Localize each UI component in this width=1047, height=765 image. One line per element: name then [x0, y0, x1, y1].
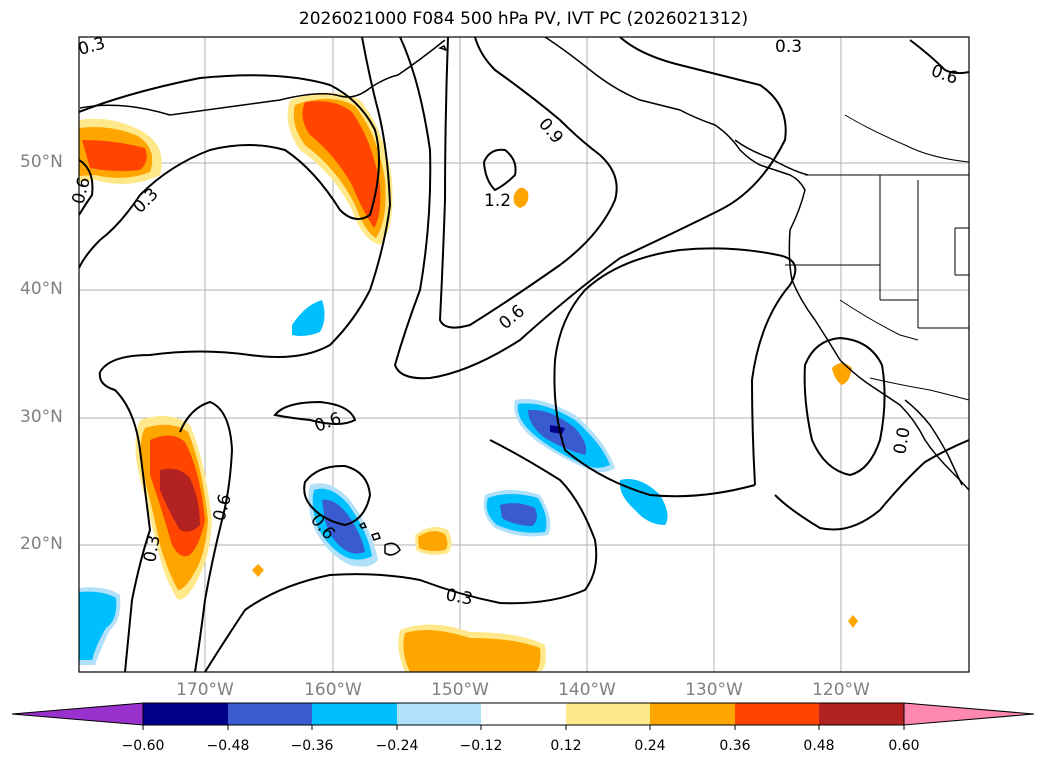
pv-contours [79, 37, 969, 672]
lon-label-140w: 140°W [558, 680, 616, 700]
colorbar-tick-label: −0.48 [206, 738, 250, 754]
lat-label-20n: 20°N [20, 534, 63, 554]
contour-label: 0.3 [129, 184, 162, 217]
colorbar-tick-label: −0.36 [290, 738, 334, 754]
contour-label: 0.6 [928, 61, 960, 89]
colorbar-extend-high [903, 702, 1035, 726]
colorbar-tick-label: −0.24 [375, 738, 419, 754]
contour-label: 0.6 [210, 492, 236, 523]
contour-label: 0.3 [140, 534, 164, 564]
colorbar-bin [735, 703, 819, 725]
ivt-negative-regions [79, 300, 668, 665]
plot-frame [78, 36, 970, 673]
islands [358, 44, 448, 556]
colorbar-bin [312, 703, 397, 725]
contour-label: 0.3 [775, 37, 802, 57]
lon-label-150w: 150°W [431, 680, 489, 700]
lat-label-40n: 40°N [20, 279, 63, 299]
colorbar-tick-label: 0.60 [888, 738, 920, 754]
colorbar-tick-label: 0.12 [550, 738, 582, 754]
colorbar-extend-low [11, 702, 144, 726]
lon-label-160w: 160°W [304, 680, 362, 700]
lon-label-130w: 130°W [685, 680, 743, 700]
ivt-positive-regions [79, 92, 858, 672]
contour-label: 1.2 [484, 191, 511, 211]
contour-label: 0.6 [69, 175, 95, 206]
colorbar-tick-label: 0.48 [803, 738, 835, 754]
contour-label: 0.3 [444, 585, 474, 609]
colorbar-tick-label: 0.36 [719, 738, 751, 754]
colorbar-tick-label: −0.60 [121, 738, 165, 754]
contour-labels: 0.3 0.6 0.3 0.6 0.9 1.2 0.6 0.6 0.6 0.3 … [69, 34, 961, 610]
colorbar-bin [819, 703, 904, 725]
colorbar-bin [650, 703, 735, 725]
political-borders [785, 114, 969, 401]
contour-label: 0.6 [312, 409, 344, 437]
colorbar [11, 702, 1035, 730]
colorbar-bin [228, 703, 312, 725]
gridlines [79, 37, 969, 672]
contour-label: 0.9 [534, 114, 567, 148]
lat-label-50n: 50°N [20, 152, 63, 172]
colorbar-bin [481, 703, 566, 725]
colorbar-bin [143, 703, 228, 725]
colorbar-bin [397, 703, 481, 725]
lat-label-30n: 30°N [20, 407, 63, 427]
colorbar-tick-label: 0.24 [634, 738, 666, 754]
lon-label-170w: 170°W [176, 680, 234, 700]
colorbar-bin [566, 703, 650, 725]
lon-label-120w: 120°W [812, 680, 870, 700]
coastlines [79, 37, 969, 491]
map-title: 2026021000 F084 500 hPa PV, IVT PC (2026… [298, 9, 749, 29]
colorbar-tick-label: −0.12 [459, 738, 503, 754]
contour-label: 0.0 [890, 426, 914, 456]
